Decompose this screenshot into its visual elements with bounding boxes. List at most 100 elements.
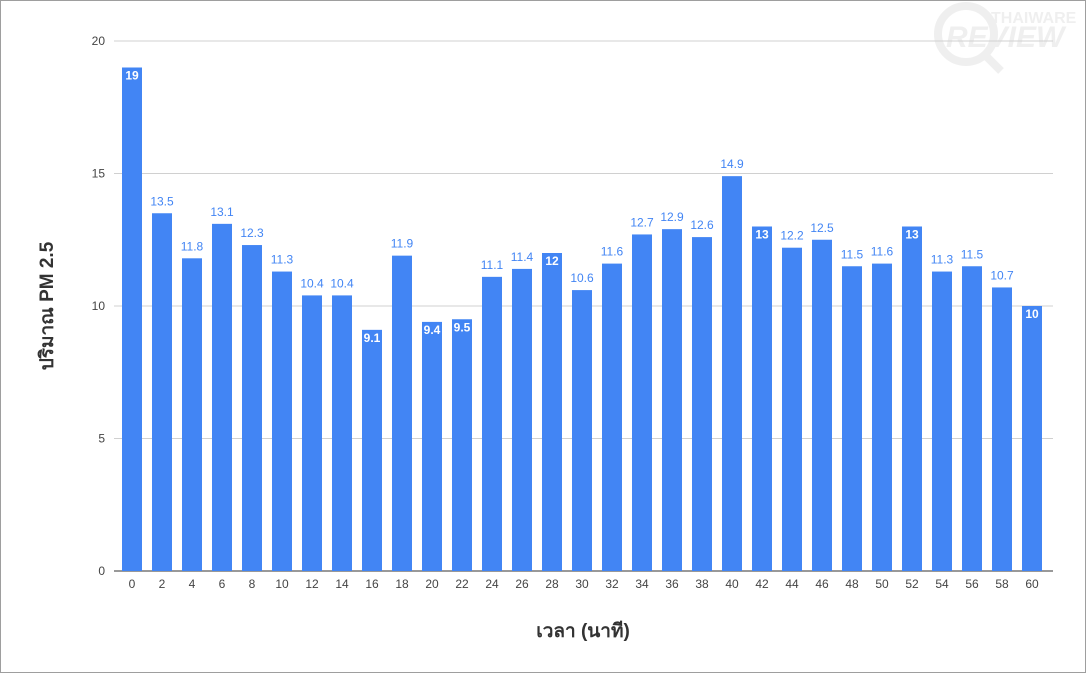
- bar: [542, 253, 562, 571]
- data-label: 13.1: [210, 205, 234, 219]
- bar: [962, 266, 982, 571]
- data-label: 12.7: [630, 215, 654, 229]
- x-tick-label: 60: [1025, 577, 1039, 591]
- bar: [452, 319, 472, 571]
- data-label: 11.6: [871, 245, 894, 259]
- x-tick-label: 40: [725, 577, 739, 591]
- data-label: 9.4: [424, 323, 441, 337]
- x-tick-label: 46: [815, 577, 829, 591]
- y-tick-label: 0: [98, 564, 105, 578]
- bar: [662, 229, 682, 571]
- y-tick-label: 5: [98, 432, 105, 446]
- bar: [302, 295, 322, 571]
- data-label: 10.4: [330, 276, 354, 290]
- bar: [272, 271, 292, 571]
- x-tick-label: 4: [189, 577, 196, 591]
- data-label: 10.6: [570, 271, 594, 285]
- data-label: 11.5: [841, 247, 864, 261]
- bar: [482, 276, 502, 571]
- bar: [332, 295, 352, 571]
- bar: [1022, 306, 1042, 571]
- bar: [242, 245, 262, 572]
- bar: [842, 266, 862, 571]
- bar: [392, 255, 412, 571]
- x-tick-label: 2: [159, 577, 166, 591]
- bar: [182, 258, 202, 571]
- data-label: 14.9: [720, 157, 744, 171]
- x-tick-label: 56: [965, 577, 979, 591]
- x-tick-label: 38: [695, 577, 709, 591]
- bar: [992, 287, 1012, 571]
- x-tick-label: 48: [845, 577, 859, 591]
- bar: [932, 271, 952, 571]
- watermark-line2: REVIEW: [946, 21, 1067, 54]
- data-label: 10.7: [990, 268, 1014, 282]
- data-label: 12.6: [690, 218, 714, 232]
- y-tick-label: 10: [92, 299, 106, 313]
- x-axis-title: เวลา (นาที): [536, 620, 630, 642]
- data-label: 11.4: [511, 250, 534, 264]
- bar: [152, 213, 172, 571]
- data-label: 11.8: [181, 239, 204, 253]
- bar: [782, 247, 802, 571]
- data-label: 12.9: [660, 210, 684, 224]
- x-tick-label: 52: [905, 577, 919, 591]
- x-tick-label: 30: [575, 577, 589, 591]
- data-label: 13: [905, 228, 919, 242]
- bar: [512, 268, 532, 571]
- bar: [422, 321, 442, 571]
- x-tick-label: 16: [365, 577, 379, 591]
- bar: [572, 290, 592, 571]
- data-label: 9.5: [454, 320, 471, 334]
- data-label: 11.5: [961, 247, 984, 261]
- bar: [902, 226, 922, 571]
- bar: [812, 239, 832, 571]
- x-tick-label: 12: [305, 577, 319, 591]
- y-axis-title: ปริมาณ PM 2.5: [37, 241, 58, 370]
- data-label: 11.9: [391, 237, 414, 251]
- bar: [872, 263, 892, 571]
- data-label: 12.5: [810, 221, 834, 235]
- data-label: 10: [1025, 307, 1039, 321]
- data-label: 12.3: [240, 226, 264, 240]
- bar: [602, 263, 622, 571]
- data-label: 19: [125, 69, 139, 83]
- x-tick-label: 50: [875, 577, 889, 591]
- watermark-line1: THAIWARE: [991, 10, 1077, 27]
- data-label: 13: [755, 228, 769, 242]
- x-tick-label: 36: [665, 577, 679, 591]
- data-label: 11.1: [481, 258, 504, 272]
- data-label: 11.3: [271, 253, 294, 267]
- x-tick-label: 44: [785, 577, 799, 591]
- x-tick-label: 24: [485, 577, 499, 591]
- data-label: 11.3: [931, 253, 954, 267]
- x-tick-label: 8: [249, 577, 256, 591]
- data-label: 10.4: [300, 276, 324, 290]
- x-tick-label: 10: [275, 577, 289, 591]
- bar: [632, 234, 652, 571]
- y-tick-label: 15: [92, 167, 106, 181]
- bar: [692, 237, 712, 571]
- data-label: 9.1: [364, 331, 381, 345]
- x-tick-label: 20: [425, 577, 439, 591]
- bar: [122, 67, 142, 571]
- x-tick-label: 22: [455, 577, 469, 591]
- data-label: 13.5: [150, 194, 174, 208]
- bar: [212, 223, 232, 571]
- x-tick-label: 54: [935, 577, 949, 591]
- x-tick-label: 14: [335, 577, 349, 591]
- data-label: 11.6: [601, 245, 624, 259]
- data-label: 12: [545, 254, 559, 268]
- x-tick-label: 28: [545, 577, 559, 591]
- x-tick-label: 0: [129, 577, 136, 591]
- bar: [362, 329, 382, 571]
- data-label: 12.2: [780, 229, 804, 243]
- watermark-logo: THAIWARE REVIEW: [934, 2, 1077, 74]
- y-tick-label: 20: [92, 34, 106, 48]
- x-tick-label: 18: [395, 577, 409, 591]
- x-tick-label: 6: [219, 577, 226, 591]
- x-tick-label: 26: [515, 577, 529, 591]
- bar: [752, 226, 772, 571]
